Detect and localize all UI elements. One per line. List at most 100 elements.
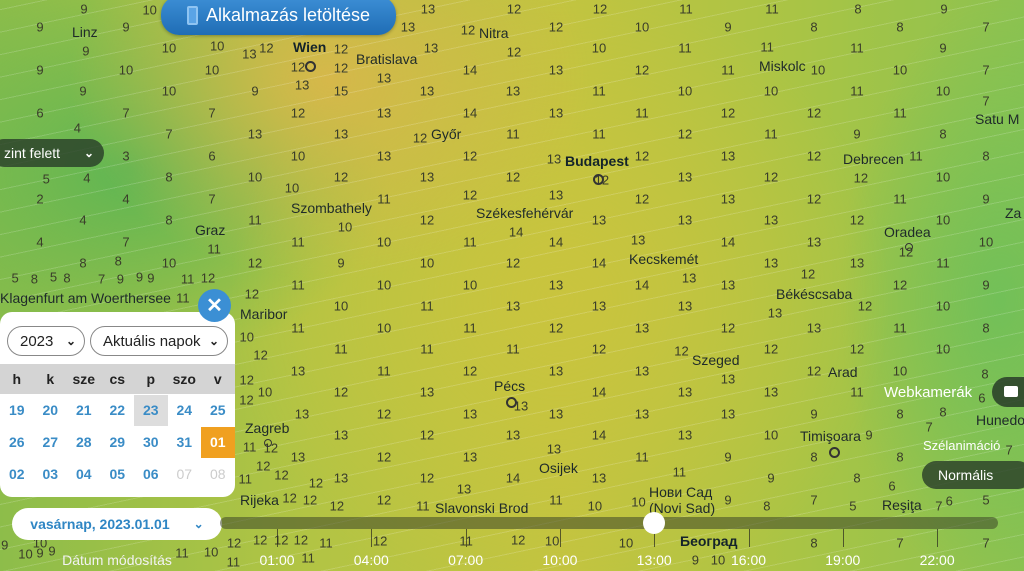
- wind-value: 12: [290, 59, 306, 74]
- calendar-day[interactable]: 03: [42, 466, 59, 482]
- wind-value: 12: [274, 467, 289, 483]
- wind-value: 11: [248, 212, 262, 228]
- weekday-label: cs: [109, 371, 126, 387]
- timeline-tick-label[interactable]: 13:00: [636, 552, 672, 568]
- timeline-tick-label[interactable]: 16:00: [730, 552, 767, 568]
- timeline-track[interactable]: [220, 517, 998, 529]
- wind-value: 10: [935, 83, 951, 99]
- webcams-button[interactable]: [992, 377, 1024, 407]
- wind-value: 12: [591, 341, 607, 357]
- calendar-day[interactable]: 25: [209, 402, 226, 418]
- wind-value: 13: [677, 427, 693, 443]
- wind-value: 13: [630, 232, 646, 248]
- wind-value: 12: [634, 62, 650, 77]
- wind-animation-select[interactable]: Normális: [922, 461, 1024, 489]
- wind-value: 13: [548, 187, 564, 202]
- wind-value: 9: [810, 406, 818, 421]
- wind-value: 7: [982, 62, 990, 77]
- wind-value: 12: [763, 341, 779, 357]
- wind-value: 10: [587, 498, 603, 514]
- calendar-day[interactable]: 01: [201, 427, 235, 458]
- city-label: Slavonski Brod: [435, 500, 529, 516]
- wind-value: 14: [462, 105, 478, 120]
- calendar-day[interactable]: 24: [176, 402, 193, 418]
- wind-value: 4: [122, 191, 130, 206]
- calendar-day[interactable]: 02: [8, 466, 25, 482]
- city-label: Arad: [828, 364, 858, 380]
- calendar-day[interactable]: 29: [109, 434, 126, 450]
- weekday-header: h k sze cs p szo v: [0, 364, 235, 394]
- calendar-day[interactable]: 04: [75, 466, 92, 482]
- calendar-day[interactable]: 06: [142, 466, 159, 482]
- wind-value: 6: [36, 105, 44, 120]
- timeline-tick-label[interactable]: 22:00: [919, 552, 955, 568]
- wind-value: 11: [301, 550, 315, 566]
- wind-value: 14: [591, 427, 607, 443]
- calendar-day[interactable]: 27: [42, 434, 59, 450]
- wind-value: 11: [721, 62, 735, 77]
- timeline-handle[interactable]: [643, 512, 665, 534]
- city-label: Нови Сад: [649, 484, 713, 500]
- wind-value: 12: [806, 105, 822, 120]
- calendar-day[interactable]: 23: [134, 395, 168, 426]
- wind-value: 13: [290, 449, 306, 464]
- wind-value: 14: [591, 384, 607, 400]
- timeline-tick: [371, 529, 373, 547]
- wind-value: 13: [419, 384, 435, 400]
- app-download-button[interactable]: Alkalmazás letöltése: [161, 0, 396, 35]
- date-selector[interactable]: vasárnap, 2023.01.01 ⌄: [12, 508, 222, 540]
- calendar-day[interactable]: 21: [75, 402, 92, 418]
- wind-value: 10: [18, 546, 33, 562]
- range-select[interactable]: Aktuális napok ⌄: [90, 326, 228, 356]
- calendar-day[interactable]: 20: [42, 402, 59, 418]
- level-selector[interactable]: zint felett ⌄: [0, 139, 104, 167]
- wind-value: 11: [549, 492, 563, 507]
- wind-value: 15: [333, 83, 349, 99]
- wind-value: 9: [724, 19, 732, 34]
- wind-value: 9: [767, 470, 775, 486]
- wind-value: 9: [853, 126, 861, 142]
- calendar-day[interactable]: 19: [8, 402, 25, 418]
- wind-value: 12: [282, 490, 297, 506]
- calendar-day[interactable]: 05: [109, 466, 126, 482]
- wind-value: 11: [678, 40, 692, 56]
- wind-value: 10: [290, 148, 306, 163]
- wind-value: 9: [982, 277, 990, 292]
- calendar-day[interactable]: 22: [109, 402, 126, 418]
- wind-value: 12: [506, 44, 522, 60]
- wind-value: 14: [508, 224, 524, 240]
- calendar-day[interactable]: 30: [142, 434, 159, 450]
- wind-value: 5: [42, 171, 50, 187]
- year-select[interactable]: 2023 ⌄: [7, 326, 85, 356]
- timeline-tick-label[interactable]: 10:00: [542, 552, 578, 568]
- wind-value: 12: [376, 449, 392, 464]
- wind-value: 12: [505, 169, 521, 185]
- wind-value: 14: [462, 62, 478, 77]
- wind-value: 4: [73, 120, 81, 136]
- city-label: Linz: [72, 24, 98, 40]
- calendar-day[interactable]: 26: [8, 434, 25, 450]
- wind-value: 13: [294, 77, 310, 93]
- timeline-tick-label[interactable]: 01:00: [259, 552, 295, 568]
- timeline-tick-label[interactable]: 04:00: [353, 552, 389, 568]
- wind-value: 8: [63, 270, 71, 286]
- calendar-day[interactable]: 28: [75, 434, 92, 450]
- city-marker: [593, 174, 604, 185]
- wind-value: 7: [122, 105, 130, 120]
- calendar-day[interactable]: 31: [176, 434, 193, 450]
- wind-value: 12: [329, 498, 345, 514]
- close-calendar-button[interactable]: ✕: [198, 289, 231, 322]
- wind-value: 10: [935, 341, 951, 357]
- timeline-tick-label[interactable]: 19:00: [825, 552, 861, 568]
- city-marker: [506, 397, 517, 408]
- wind-value: 13: [720, 277, 736, 292]
- wind-value: 11: [592, 126, 606, 142]
- wind-value: 11: [291, 320, 305, 335]
- wind-value: 7: [982, 535, 990, 550]
- wind-value: 8: [982, 148, 990, 163]
- chevron-down-icon: ⌄: [193, 517, 204, 531]
- city-label: Satu M: [975, 111, 1020, 127]
- wind-value: 9: [865, 427, 873, 443]
- timeline-tick-label[interactable]: 07:00: [448, 552, 484, 568]
